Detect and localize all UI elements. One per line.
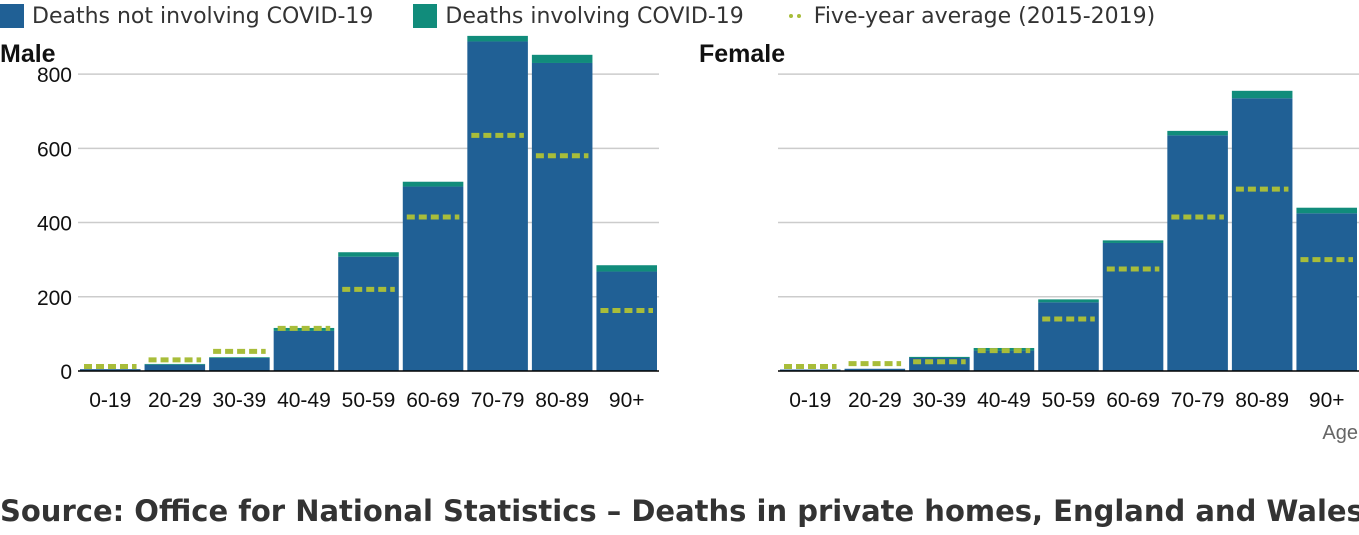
bar-covid bbox=[144, 363, 206, 365]
legend-swatch-covid bbox=[413, 4, 438, 28]
x-tick-label: 0-19 bbox=[789, 389, 831, 412]
legend-item-average: Five-year average (2015-2019) bbox=[784, 4, 1155, 29]
x-tick-label: 70-79 bbox=[1171, 389, 1225, 412]
legend-item-not-covid: Deaths not involving COVID-19 bbox=[0, 4, 373, 29]
bar-covid bbox=[1038, 299, 1099, 303]
legend-label-covid: Deaths involving COVID-19 bbox=[445, 3, 744, 29]
bar-not-covid bbox=[273, 330, 335, 371]
legend-item-covid: Deaths involving COVID-19 bbox=[413, 3, 744, 29]
x-tick-label: 60-69 bbox=[1106, 389, 1160, 412]
legend-swatch-not-covid bbox=[0, 4, 24, 28]
bar-covid bbox=[1296, 207, 1357, 214]
bar-covid bbox=[1231, 90, 1293, 99]
bar-covid bbox=[402, 181, 464, 187]
chart-title: Male bbox=[0, 40, 56, 68]
bar-not-covid bbox=[144, 364, 206, 371]
x-tick-label: 50-59 bbox=[342, 389, 396, 412]
source-note: Source: Office for National Statistics –… bbox=[0, 494, 1359, 528]
bar-covid bbox=[909, 356, 970, 359]
legend-label-not-covid: Deaths not involving COVID-19 bbox=[32, 3, 374, 29]
bar-covid bbox=[1167, 130, 1228, 136]
chart-title: Female bbox=[699, 40, 785, 68]
bar-not-covid bbox=[402, 186, 464, 371]
bar-not-covid bbox=[844, 368, 906, 371]
bar-covid bbox=[467, 35, 528, 42]
x-tick-label: 30-39 bbox=[213, 389, 267, 412]
x-tick-label: 80-89 bbox=[1235, 389, 1289, 412]
x-tick-label: 50-59 bbox=[1042, 389, 1096, 412]
legend: Deaths not involving COVID-19 Deaths inv… bbox=[0, 0, 1195, 32]
bar-not-covid bbox=[1231, 98, 1293, 371]
bar-covid bbox=[531, 54, 593, 63]
x-tick-label: 80-89 bbox=[535, 389, 589, 412]
x-axis-title: Age bbox=[1322, 422, 1358, 444]
y-tick-label: 200 bbox=[37, 287, 72, 310]
x-tick-label: 40-49 bbox=[277, 389, 331, 412]
x-tick-label: 30-39 bbox=[913, 389, 967, 412]
bar-covid bbox=[338, 252, 399, 257]
x-tick-label: 40-49 bbox=[977, 389, 1031, 412]
y-tick-label: 800 bbox=[37, 64, 72, 87]
bar-not-covid bbox=[531, 62, 593, 371]
legend-swatch-average bbox=[784, 14, 806, 18]
bar-not-covid bbox=[1167, 135, 1228, 371]
bar-not-covid bbox=[1296, 213, 1357, 371]
bar-not-covid bbox=[467, 41, 528, 371]
bar-covid bbox=[209, 357, 270, 359]
x-tick-label: 0-19 bbox=[89, 389, 131, 412]
bar-not-covid bbox=[338, 256, 399, 371]
y-tick-label: 600 bbox=[37, 138, 72, 161]
bar-not-covid bbox=[973, 350, 1035, 371]
chart-panel-female: Female 0-19 20-29 30-39 40-49 50-59 60-69 70-79… bbox=[699, 40, 1359, 444]
legend-label-average: Five-year average (2015-2019) bbox=[813, 3, 1156, 29]
y-tick-label: 400 bbox=[37, 213, 72, 236]
x-tick-label: 60-69 bbox=[406, 389, 460, 412]
x-tick-label: 90+ bbox=[1309, 389, 1345, 412]
y-tick-label: 0 bbox=[60, 361, 72, 384]
x-tick-label: 20-29 bbox=[148, 389, 202, 412]
legend-dot bbox=[796, 14, 801, 18]
bar-not-covid bbox=[80, 369, 141, 371]
bar-not-covid bbox=[596, 271, 657, 371]
legend-dot bbox=[788, 14, 793, 18]
x-tick-label: 20-29 bbox=[848, 389, 902, 412]
x-tick-label: 90+ bbox=[609, 389, 645, 412]
bar-covid bbox=[1102, 240, 1164, 243]
bar-covid bbox=[596, 265, 657, 272]
bar-not-covid bbox=[209, 358, 270, 371]
x-tick-label: 70-79 bbox=[471, 389, 525, 412]
bar-not-covid bbox=[1102, 242, 1164, 371]
bar-not-covid bbox=[1038, 302, 1099, 371]
